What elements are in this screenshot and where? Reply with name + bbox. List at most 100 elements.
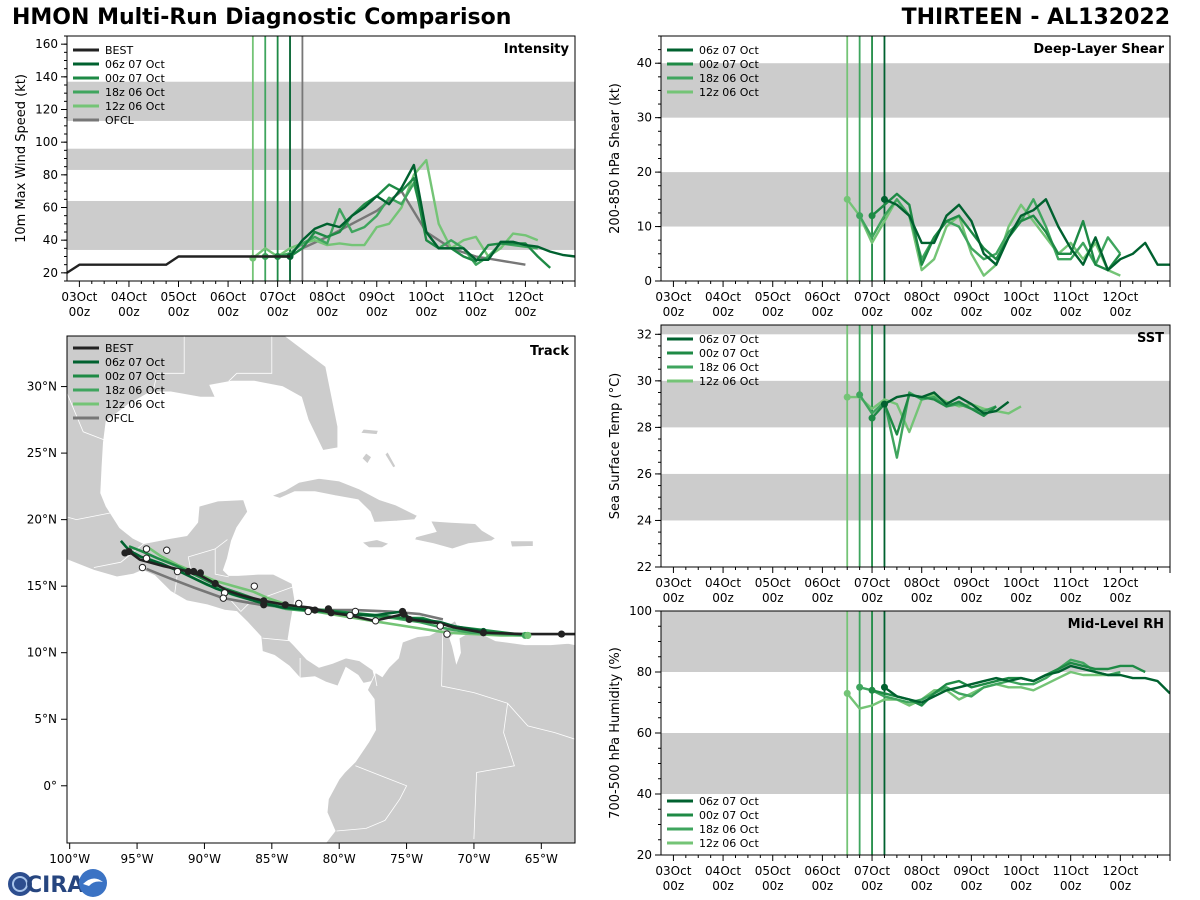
best-track-point bbox=[196, 569, 205, 577]
shear-init-point bbox=[880, 195, 888, 203]
border-line bbox=[67, 512, 111, 521]
x-tick-label: 06Oct bbox=[804, 576, 840, 590]
best-track-point bbox=[211, 579, 219, 588]
legend-entry: OFCL bbox=[105, 114, 135, 127]
legend-entry: 18z 06 Oct bbox=[105, 86, 165, 99]
x-tick-label: 00z bbox=[762, 591, 784, 605]
x-tick-label: 09Oct bbox=[953, 290, 989, 304]
ofcl-track-point bbox=[371, 617, 380, 625]
land-puerto-rico bbox=[509, 540, 534, 548]
land-south-america bbox=[325, 620, 575, 843]
x-tick-label: 00z bbox=[961, 879, 983, 893]
border-line bbox=[174, 539, 228, 593]
x-tick-label: 04Oct bbox=[705, 864, 741, 878]
x-tick-label: 75°W bbox=[390, 852, 423, 866]
sst-init-point bbox=[868, 414, 876, 422]
x-tick-label: 04Oct bbox=[111, 290, 147, 304]
ofcl-track-point bbox=[142, 545, 151, 553]
x-tick-label: 00z bbox=[663, 591, 685, 605]
rh-series-00z-07-oct bbox=[871, 661, 1146, 707]
storm-title: THIRTEEN - AL132022 bbox=[901, 5, 1170, 30]
y-tick-label: 30 bbox=[637, 111, 652, 125]
y-tick-label: 80 bbox=[637, 665, 652, 679]
sst-series-06z-07-oct bbox=[883, 391, 1010, 415]
intensity-band-1 bbox=[67, 148, 575, 170]
y-tick-label: 22 bbox=[637, 560, 652, 574]
x-tick-label: 100°W bbox=[49, 852, 90, 866]
legend-entry: 00z 07 Oct bbox=[699, 58, 759, 71]
x-tick-label: 06Oct bbox=[804, 290, 840, 304]
x-tick-label: 00z bbox=[267, 305, 289, 319]
sst-band-2 bbox=[661, 325, 1170, 335]
border-line bbox=[67, 393, 108, 442]
sst-band-0 bbox=[661, 473, 1170, 521]
y-tick-label: 25°N bbox=[27, 446, 57, 460]
x-tick-label: 00z bbox=[1110, 305, 1132, 319]
y-tick-label: 80 bbox=[43, 168, 58, 182]
legend-entry: 06z 07 Oct bbox=[699, 333, 759, 346]
y-tick-label: 24 bbox=[637, 513, 652, 527]
x-tick-label: 00z bbox=[712, 879, 734, 893]
y-tick-label: 30 bbox=[637, 374, 652, 388]
x-tick-label: 00z bbox=[1110, 591, 1132, 605]
logo-globe-icon bbox=[8, 872, 32, 896]
ofcl-track-point bbox=[142, 554, 151, 562]
ofcl-track-point bbox=[351, 607, 360, 616]
intensity-plot-area bbox=[67, 36, 575, 281]
shear-panel-title: Deep-Layer Shear bbox=[1033, 42, 1164, 57]
rh-init-point bbox=[856, 683, 864, 691]
legend-entry: 06z 07 Oct bbox=[699, 795, 759, 808]
intensity-band-2 bbox=[67, 81, 575, 121]
x-tick-label: 08Oct bbox=[309, 290, 345, 304]
x-tick-label: 00z bbox=[762, 305, 784, 319]
x-tick-label: 10Oct bbox=[408, 290, 444, 304]
sst-plot-area bbox=[661, 325, 1170, 567]
border-line bbox=[214, 548, 229, 578]
ofcl-track-point bbox=[346, 611, 354, 620]
legend-entry: 12z 06 Oct bbox=[105, 100, 165, 113]
legend-entry: BEST bbox=[105, 44, 133, 57]
y-tick-label: 20 bbox=[43, 266, 58, 280]
x-tick-label: 09Oct bbox=[953, 576, 989, 590]
best-track-point bbox=[405, 615, 413, 624]
panel-intensity: 03Oct00z04Oct00z05Oct00z06Oct00z07Oct00z… bbox=[14, 35, 576, 319]
rh-plot-area bbox=[661, 611, 1170, 855]
border-line bbox=[228, 336, 273, 382]
x-tick-label: 00z bbox=[1010, 879, 1032, 893]
x-tick-label: 00z bbox=[168, 305, 190, 319]
legend-entry: 06z 07 Oct bbox=[105, 58, 165, 71]
intensity-series-06z-07-oct bbox=[289, 163, 575, 261]
x-tick-label: 00z bbox=[911, 879, 933, 893]
x-tick-label: 00z bbox=[911, 305, 933, 319]
rh-init-point bbox=[868, 686, 876, 694]
y-tick-label: 40 bbox=[637, 787, 652, 801]
x-tick-label: 00z bbox=[812, 591, 834, 605]
best-track-point bbox=[324, 605, 333, 613]
logo-text: CIRA bbox=[26, 873, 84, 898]
x-tick-label: 11Oct bbox=[1053, 864, 1089, 878]
x-tick-label: 00z bbox=[861, 591, 883, 605]
x-tick-label: 85°W bbox=[255, 852, 288, 866]
x-tick-label: 08Oct bbox=[904, 864, 940, 878]
intensity-init-point bbox=[286, 253, 294, 260]
x-tick-label: 10Oct bbox=[1003, 290, 1039, 304]
shear-plot-area bbox=[661, 36, 1170, 281]
y-tick-label: 140 bbox=[35, 70, 58, 84]
x-tick-label: 03Oct bbox=[655, 290, 691, 304]
x-tick-label: 06Oct bbox=[804, 864, 840, 878]
x-tick-label: 00z bbox=[861, 305, 883, 319]
ofcl-track-point bbox=[138, 563, 147, 572]
legend-entry: 06z 07 Oct bbox=[105, 356, 165, 369]
rh-band-0 bbox=[661, 733, 1170, 794]
x-tick-label: 00z bbox=[1060, 879, 1082, 893]
legend-entry: BEST bbox=[105, 342, 133, 355]
border-line bbox=[336, 765, 408, 832]
y-tick-label: 0° bbox=[43, 779, 57, 793]
land-hispaniola bbox=[414, 520, 497, 550]
x-tick-label: 09Oct bbox=[953, 864, 989, 878]
rh-ylabel: 700-500 hPa Humidity (%) bbox=[608, 647, 623, 819]
x-tick-label: 07Oct bbox=[854, 864, 890, 878]
